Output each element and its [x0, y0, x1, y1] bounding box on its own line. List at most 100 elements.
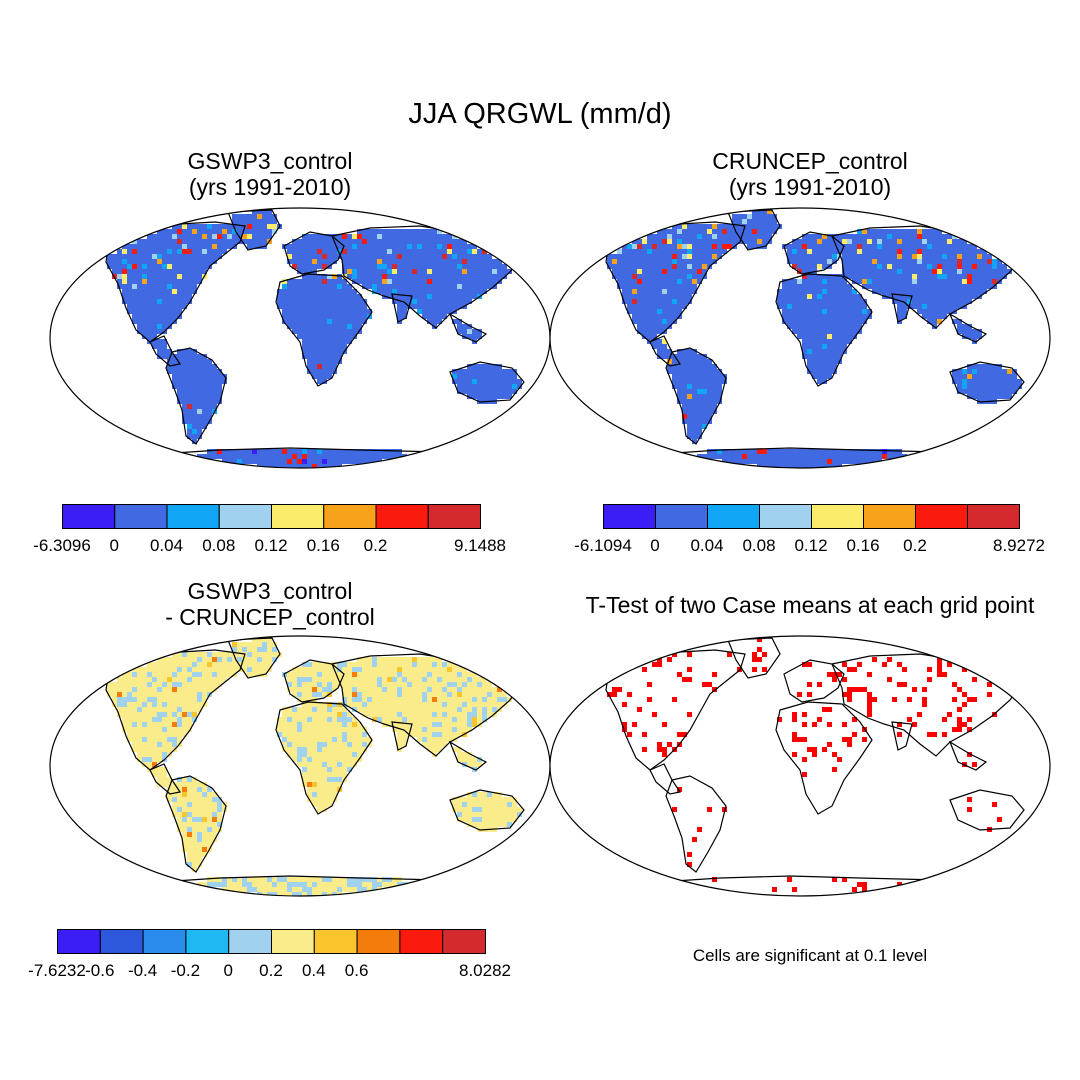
grid-cell: [492, 274, 497, 279]
grid-cell: [702, 249, 707, 254]
grid-cell: [782, 304, 787, 309]
grid-cell: [177, 677, 182, 682]
grid-cell: [357, 259, 362, 264]
grid-cell: [317, 244, 322, 249]
grid-cell: [967, 259, 972, 264]
grid-cell: [392, 877, 397, 882]
grid-cell: [987, 279, 992, 284]
grid-cell: [692, 429, 697, 434]
grid-cell: [622, 722, 627, 727]
grid-cell: [347, 264, 352, 269]
grid-cell: [612, 687, 617, 692]
grid-cell: [112, 692, 117, 697]
grid-cell: [982, 264, 987, 269]
grid-cell: [187, 374, 192, 379]
grid-cell: [357, 697, 362, 702]
grid-cell: [377, 254, 382, 259]
grid-cell: [482, 692, 487, 697]
grid-cell: [467, 792, 472, 797]
grid-cell: [152, 244, 157, 249]
grid-cell: [787, 254, 792, 259]
grid-cell: [677, 274, 682, 279]
grid-cell: [117, 687, 122, 692]
grid-cell: [132, 289, 137, 294]
grid-cell: [362, 274, 367, 279]
grid-cell: [987, 284, 992, 289]
grid-cell: [777, 304, 782, 309]
grid-cell: [452, 662, 457, 667]
grid-cell: [467, 757, 472, 762]
grid-cell: [857, 687, 862, 692]
grid-cell: [797, 324, 802, 329]
grid-cell: [357, 657, 362, 662]
grid-cell: [212, 682, 217, 687]
grid-cell: [197, 782, 202, 787]
grid-cell: [322, 449, 327, 454]
grid-cell: [692, 224, 697, 229]
grid-cell: [647, 299, 652, 304]
grid-cell: [302, 314, 307, 319]
grid-cell: [307, 274, 312, 279]
grid-cell: [402, 269, 407, 274]
grid-cell: [412, 697, 417, 702]
grid-cell: [922, 687, 927, 692]
grid-cell: [692, 364, 697, 369]
grid-cell: [322, 464, 327, 468]
grid-cell: [127, 299, 132, 304]
grid-cell: [812, 299, 817, 304]
grid-cell: [962, 239, 967, 244]
grid-cell: [802, 264, 807, 269]
grid-cell: [327, 289, 332, 294]
grid-cell: [192, 354, 197, 359]
grid-cell: [327, 459, 332, 464]
grid-cell: [347, 234, 352, 239]
grid-cell: [652, 264, 657, 269]
grid-cell: [347, 672, 352, 677]
grid-cell: [942, 249, 947, 254]
grid-cell: [677, 394, 682, 399]
grid-cell: [202, 852, 207, 857]
grid-cell: [332, 792, 337, 797]
coastline-india: [391, 293, 413, 323]
grid-cell: [812, 374, 817, 379]
grid-cell: [822, 747, 827, 752]
grid-cell: [462, 289, 467, 294]
grid-cell: [672, 239, 677, 244]
grid-cell: [307, 354, 312, 359]
grid-cell: [837, 339, 842, 344]
grid-cell: [212, 239, 217, 244]
grid-cell: [827, 742, 832, 747]
grid-cell: [167, 682, 172, 687]
grid-cell: [487, 822, 492, 827]
grid-cell: [467, 259, 472, 264]
grid-cell: [422, 229, 427, 234]
grid-cell: [412, 667, 417, 672]
grid-cell: [322, 707, 327, 712]
grid-cell: [187, 837, 192, 842]
grid-cell: [807, 249, 812, 254]
grid-cell: [747, 224, 752, 229]
grid-cell: [442, 682, 447, 687]
grid-cell: [322, 727, 327, 732]
grid-cell: [287, 279, 292, 284]
grid-cell: [342, 707, 347, 712]
grid-cell: [852, 329, 857, 334]
grid-cell: [287, 289, 292, 294]
grid-cell: [132, 314, 137, 319]
grid-cell: [117, 697, 122, 702]
grid-cell: [332, 304, 337, 309]
grid-cell: [382, 662, 387, 667]
grid-cell: [732, 449, 737, 454]
grid-cell: [807, 239, 812, 244]
grid-cell: [917, 254, 922, 259]
grid-cell: [467, 299, 472, 304]
grid-cell: [212, 224, 217, 229]
grid-cell: [207, 682, 212, 687]
grid-cell: [802, 349, 807, 354]
grid-cell: [157, 742, 162, 747]
grid-cell: [952, 234, 957, 239]
grid-cell: [237, 239, 242, 244]
grid-cell: [382, 657, 387, 662]
grid-cell: [837, 324, 842, 329]
grid-cell: [642, 294, 647, 299]
